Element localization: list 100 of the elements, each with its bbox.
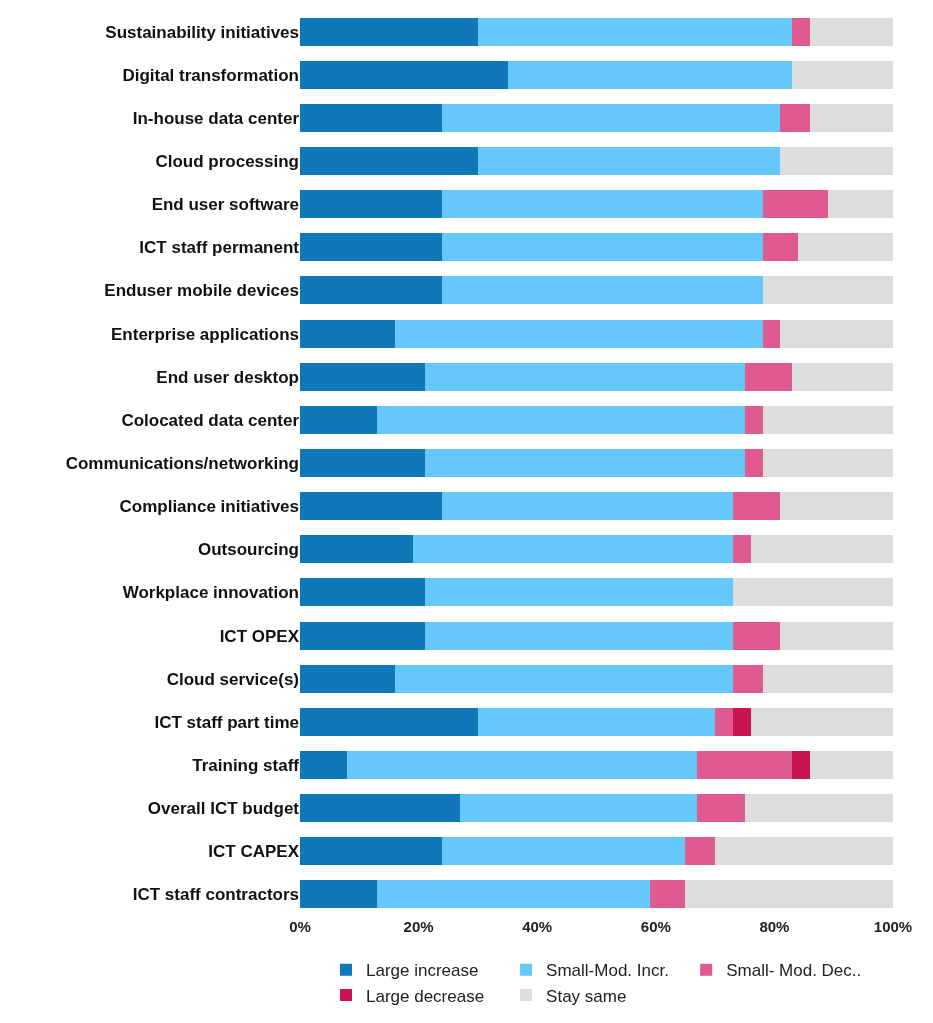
bar	[792, 750, 810, 780]
bar	[732, 707, 751, 736]
bar	[300, 880, 378, 909]
bar	[809, 17, 893, 46]
bar	[347, 750, 698, 780]
legend-label: Small-Mod. Incr.	[546, 961, 669, 981]
bar	[762, 190, 828, 219]
y-tick-label: Sustainability initiatives	[105, 22, 299, 42]
bar	[750, 707, 893, 736]
y-tick-label: Training staff	[192, 755, 300, 775]
bar	[300, 233, 443, 262]
x-tick-label: 40%	[522, 918, 553, 935]
bar	[394, 664, 733, 693]
y-tick-label: Colocated data center	[121, 410, 300, 430]
bar	[744, 362, 793, 391]
bar	[300, 794, 461, 823]
bar	[750, 535, 893, 564]
bar	[780, 621, 893, 650]
y-tick-label: Communications/networking	[65, 453, 299, 473]
x-tick-label: 80%	[759, 918, 790, 935]
bar	[424, 362, 745, 391]
bar	[762, 405, 893, 434]
bar	[442, 233, 763, 262]
bar	[792, 17, 810, 46]
bar	[300, 535, 413, 564]
bar	[732, 664, 763, 693]
bar	[424, 621, 733, 650]
bar	[809, 750, 893, 780]
y-tick-label: Compliance initiatives	[119, 497, 299, 517]
legend-label: Large decrease	[366, 986, 485, 1006]
y-tick-label: Outsourcing	[197, 540, 299, 560]
legend-label: Large increase	[366, 961, 479, 981]
y-tick-label: Overall ICT budget	[147, 799, 300, 819]
bar	[394, 319, 763, 348]
bar	[780, 319, 893, 348]
bar	[792, 362, 893, 391]
bar	[780, 103, 810, 132]
y-tick-label: ICT staff contractors	[132, 885, 299, 905]
y-tick-label: ICT OPEX	[219, 626, 300, 646]
y-tick-label: In-house data center	[132, 108, 300, 128]
bar	[300, 190, 443, 219]
bar	[827, 190, 893, 219]
y-tick-label: ICT staff part time	[154, 712, 299, 732]
bar	[377, 405, 745, 434]
bar	[792, 60, 893, 89]
bar	[477, 17, 793, 46]
bar	[780, 146, 893, 176]
bar	[300, 492, 443, 521]
x-tick-label: 20%	[403, 918, 434, 935]
bar	[732, 578, 893, 607]
x-tick-label: 0%	[289, 918, 311, 935]
y-tick-label: Workplace innovation	[122, 583, 299, 603]
x-tick-label: 100%	[873, 918, 913, 935]
bar	[507, 60, 793, 89]
y-tick-label: End user desktop	[156, 367, 299, 387]
bar	[377, 880, 650, 909]
bar	[697, 794, 745, 823]
bar	[477, 146, 781, 176]
bar	[715, 707, 733, 736]
bar	[697, 750, 793, 780]
bar	[744, 448, 763, 478]
bar	[685, 880, 893, 909]
y-tick-label: ICT staff permanent	[139, 238, 300, 258]
bar	[732, 535, 751, 564]
y-tick-label: Digital transformation	[122, 65, 299, 85]
bar	[424, 448, 745, 478]
bar	[300, 578, 425, 607]
bar	[300, 276, 443, 305]
bar	[762, 448, 893, 478]
y-tick-label: Enduser mobile devices	[104, 281, 299, 301]
y-tick-label: ICT CAPEX	[208, 842, 300, 862]
y-tick-label: Cloud service(s)	[166, 669, 299, 689]
bar	[412, 535, 733, 564]
y-tick-label: Enterprise applications	[111, 324, 299, 344]
legend-label: Stay same	[546, 986, 627, 1006]
x-tick-label: 60%	[640, 918, 671, 935]
bar	[300, 448, 425, 478]
bar	[300, 621, 425, 650]
bar	[300, 405, 378, 434]
bar	[300, 837, 443, 866]
bar	[780, 492, 893, 521]
bar	[300, 750, 348, 780]
legend-label: Small- Mod. Dec..	[726, 961, 862, 981]
bar	[424, 578, 733, 607]
bar	[442, 492, 733, 521]
bar	[442, 837, 686, 866]
bar	[744, 794, 893, 823]
bar	[798, 233, 893, 262]
bar	[649, 880, 686, 909]
bar	[442, 103, 781, 132]
bar	[732, 621, 781, 650]
bar	[300, 707, 478, 736]
bar	[762, 319, 781, 348]
bar	[300, 17, 478, 46]
bar	[762, 233, 799, 262]
bar	[762, 664, 893, 693]
bar	[460, 794, 698, 823]
bar	[300, 146, 478, 176]
bar	[685, 837, 716, 866]
bar	[300, 319, 395, 348]
